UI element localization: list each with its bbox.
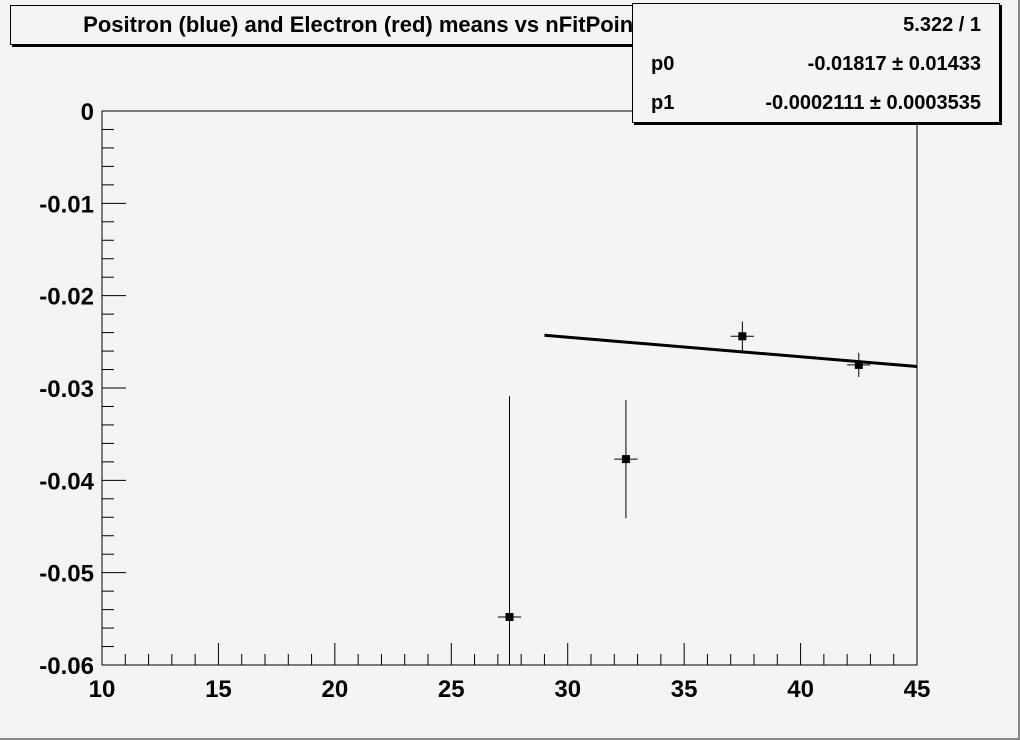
x-tick-label: 45	[904, 676, 931, 703]
y-tick-label: -0.01	[39, 191, 94, 218]
stats-p1-value: -0.0002111 ± 0.0003535	[765, 92, 981, 114]
stats-box: 5.322 / 1 p0 -0.01817 ± 0.01433 p1 -0.00…	[632, 3, 1000, 123]
x-tick-label: 15	[205, 676, 232, 703]
stats-p0-label: p0	[651, 53, 675, 75]
x-tick-label: 25	[438, 676, 465, 703]
x-tick-label: 35	[671, 676, 698, 703]
y-tick-label: 0	[81, 99, 94, 126]
y-tick-label: -0.04	[39, 468, 94, 495]
data-point	[738, 332, 747, 341]
data-point	[505, 612, 514, 621]
y-tick-label: -0.02	[39, 284, 94, 311]
x-tick-label: 40	[787, 676, 814, 703]
x-tick-label: 10	[89, 676, 116, 703]
x-tick-label: 20	[322, 676, 349, 703]
chart-title: Positron (blue) and Electron (red) means…	[10, 5, 726, 45]
x-tick-label: 30	[554, 676, 581, 703]
stats-p1-row: p1 -0.0002111 ± 0.0003535	[633, 84, 999, 123]
data-point	[854, 360, 863, 369]
data-point	[621, 455, 630, 464]
stats-p0-row: p0 -0.01817 ± 0.01433	[633, 45, 999, 84]
y-tick-label: -0.06	[39, 653, 94, 680]
stats-chi2-row: 5.322 / 1	[633, 6, 999, 45]
y-tick-label: -0.03	[39, 376, 94, 403]
stats-p0-value: -0.01817 ± 0.01433	[807, 53, 981, 75]
stats-p1-label: p1	[651, 92, 675, 114]
stats-chi2-value: 5.322 / 1	[903, 14, 981, 36]
y-tick-label: -0.05	[39, 561, 94, 588]
